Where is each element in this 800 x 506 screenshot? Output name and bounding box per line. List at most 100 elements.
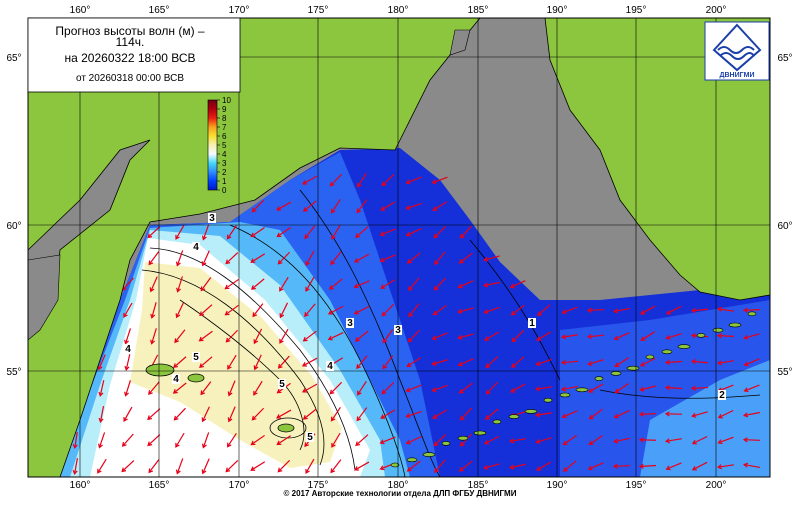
arrow bbox=[484, 331, 500, 341]
arrow bbox=[638, 437, 657, 443]
colorbar bbox=[207, 99, 218, 191]
arrow bbox=[562, 460, 577, 472]
arrow bbox=[382, 329, 394, 344]
arrow bbox=[353, 280, 370, 289]
arrow bbox=[224, 304, 239, 316]
arrow bbox=[586, 333, 605, 340]
arrow bbox=[587, 359, 604, 366]
island bbox=[575, 387, 589, 393]
longitude-label: 180° bbox=[388, 5, 409, 16]
arrow bbox=[561, 410, 578, 419]
arrow bbox=[639, 357, 656, 367]
contour-label-bg bbox=[124, 344, 132, 354]
arrow bbox=[664, 438, 682, 444]
longitude-label: 170° bbox=[229, 5, 250, 16]
arrow bbox=[353, 253, 370, 263]
colorbar-label: 10 bbox=[222, 96, 231, 105]
arrow bbox=[147, 226, 161, 239]
arrow bbox=[382, 355, 394, 370]
arrow bbox=[639, 305, 656, 315]
arrow bbox=[690, 307, 709, 314]
arrow bbox=[328, 278, 343, 290]
arrow bbox=[200, 381, 212, 396]
arrow bbox=[536, 461, 552, 471]
arrow bbox=[175, 302, 184, 319]
arrow bbox=[250, 253, 266, 263]
arrow bbox=[250, 461, 266, 471]
arrow bbox=[509, 280, 526, 289]
arrow bbox=[612, 307, 630, 314]
contour-label: 5 bbox=[193, 352, 199, 363]
arrow bbox=[330, 407, 341, 422]
arrow bbox=[691, 411, 708, 418]
arrow bbox=[227, 380, 236, 397]
contour-label-bg bbox=[306, 432, 314, 442]
arrow bbox=[72, 432, 78, 450]
arrow bbox=[716, 464, 735, 470]
arrow bbox=[405, 410, 422, 418]
logo-waves bbox=[717, 46, 755, 60]
arrow bbox=[380, 409, 396, 419]
arrow bbox=[405, 227, 422, 237]
arrow bbox=[459, 225, 472, 239]
lead-time: 114ч. bbox=[116, 35, 145, 49]
arrow bbox=[560, 334, 578, 340]
arrow bbox=[121, 460, 135, 473]
arrow bbox=[691, 461, 708, 471]
contour-label-bg bbox=[172, 374, 180, 384]
arrow bbox=[381, 303, 395, 317]
longitude-label: 200° bbox=[706, 5, 727, 16]
colorbar-label: 1 bbox=[222, 177, 227, 186]
arrow bbox=[251, 199, 265, 213]
contour-labels: 3 4 4 5 4 5 4 3 3 1 2 5 bbox=[124, 213, 726, 443]
arrow bbox=[742, 307, 761, 313]
arrow bbox=[536, 331, 552, 341]
arrow bbox=[560, 359, 579, 365]
arrow bbox=[405, 436, 422, 445]
arrow bbox=[276, 201, 292, 211]
arrow bbox=[147, 408, 161, 421]
aleutian-islands bbox=[390, 311, 757, 468]
arrow bbox=[149, 276, 158, 293]
latitude-label: 65° bbox=[6, 53, 21, 64]
arrow bbox=[690, 358, 709, 365]
arrow bbox=[251, 407, 265, 421]
arrow bbox=[458, 382, 473, 394]
arrow bbox=[276, 227, 291, 238]
contour-label: 5 bbox=[307, 432, 313, 443]
arrow bbox=[301, 357, 318, 367]
arrow bbox=[613, 437, 630, 444]
island bbox=[610, 371, 622, 376]
contour-label-bg bbox=[346, 318, 354, 328]
arrow bbox=[406, 460, 421, 472]
arrow bbox=[511, 356, 525, 368]
arrow bbox=[537, 304, 551, 316]
arrow bbox=[483, 435, 500, 445]
arrow bbox=[588, 408, 603, 420]
arrow bbox=[276, 435, 291, 446]
arrow bbox=[147, 434, 161, 447]
arrow bbox=[331, 432, 341, 448]
arrow bbox=[277, 355, 290, 369]
latitude-label: 55° bbox=[6, 367, 21, 378]
island bbox=[524, 409, 538, 414]
map-frame bbox=[27, 17, 771, 478]
arrow bbox=[380, 201, 396, 211]
arrow bbox=[174, 329, 186, 344]
arrow bbox=[431, 359, 448, 366]
island bbox=[406, 457, 418, 463]
longitude-label: 185° bbox=[468, 5, 489, 16]
arrow bbox=[98, 406, 105, 423]
arrow bbox=[305, 276, 315, 292]
arrow bbox=[664, 385, 683, 391]
arrow bbox=[381, 382, 395, 395]
arrow bbox=[742, 411, 760, 418]
contour-label: 4 bbox=[173, 374, 179, 385]
arrow bbox=[301, 383, 318, 393]
colorbar-label: 2 bbox=[222, 168, 227, 177]
arrow bbox=[97, 458, 107, 474]
contour-label: 3 bbox=[209, 213, 215, 224]
arrow bbox=[431, 384, 448, 393]
